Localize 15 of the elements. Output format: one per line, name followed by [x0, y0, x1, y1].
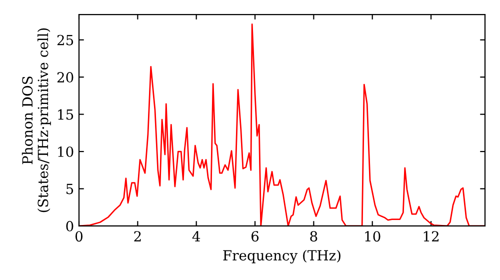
x-tick-label: 6	[252, 231, 259, 242]
x-tick-label: 12	[424, 231, 438, 242]
x-tick-label: 10	[365, 231, 380, 242]
y-axis-title: Phonon DOS (States/THz·primitive cell)	[22, 28, 51, 212]
y-tick-label: 20	[57, 72, 74, 83]
y-tick-label: 15	[58, 109, 74, 120]
y-tick-label: 0	[66, 220, 74, 232]
y-tick-label: 25	[57, 34, 74, 46]
x-axis-title: Frequency (THz)	[223, 250, 340, 264]
y-tick-label: 10	[58, 146, 74, 157]
x-tick-label: 8	[310, 231, 318, 242]
x-tick-label: 4	[192, 231, 200, 242]
x-tick-label: 2	[134, 231, 141, 242]
x-tick-label: 0	[75, 231, 82, 242]
y-tick-label: 5	[66, 184, 74, 194]
